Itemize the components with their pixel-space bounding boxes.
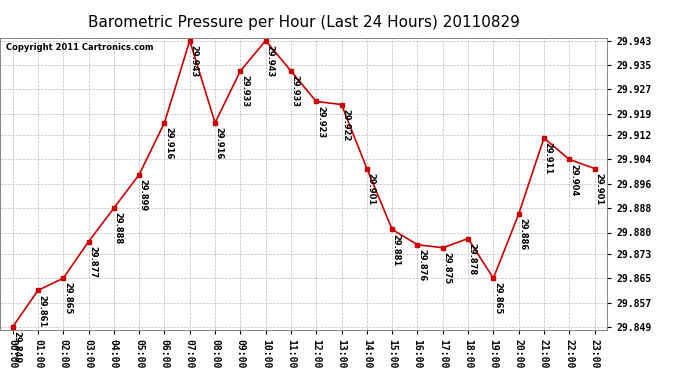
Text: 29.901: 29.901 [366, 172, 375, 205]
Text: 29.865: 29.865 [63, 282, 72, 315]
Text: 29.878: 29.878 [468, 243, 477, 275]
Text: 29.888: 29.888 [114, 212, 123, 244]
Text: 29.861: 29.861 [38, 294, 47, 327]
Text: 29.901: 29.901 [594, 172, 603, 205]
Text: 29.904: 29.904 [569, 164, 578, 196]
Text: 29.881: 29.881 [392, 234, 401, 266]
Text: 29.916: 29.916 [215, 127, 224, 159]
Text: 29.849: 29.849 [12, 331, 21, 363]
Text: 29.875: 29.875 [442, 252, 451, 284]
Text: 29.933: 29.933 [240, 75, 249, 107]
Text: 29.865: 29.865 [493, 282, 502, 315]
Text: 29.911: 29.911 [544, 142, 553, 175]
Text: 29.876: 29.876 [417, 249, 426, 281]
Text: 29.886: 29.886 [518, 218, 527, 250]
Text: 29.943: 29.943 [266, 45, 275, 77]
Text: 29.899: 29.899 [139, 179, 148, 211]
Text: 29.933: 29.933 [290, 75, 299, 107]
Text: 29.943: 29.943 [190, 45, 199, 77]
Text: 29.922: 29.922 [342, 109, 351, 141]
Text: Copyright 2011 Cartronics.com: Copyright 2011 Cartronics.com [6, 44, 154, 52]
Text: 29.877: 29.877 [88, 246, 97, 278]
Text: 29.923: 29.923 [316, 106, 325, 138]
Text: Barometric Pressure per Hour (Last 24 Hours) 20110829: Barometric Pressure per Hour (Last 24 Ho… [88, 15, 520, 30]
Text: 29.916: 29.916 [164, 127, 173, 159]
